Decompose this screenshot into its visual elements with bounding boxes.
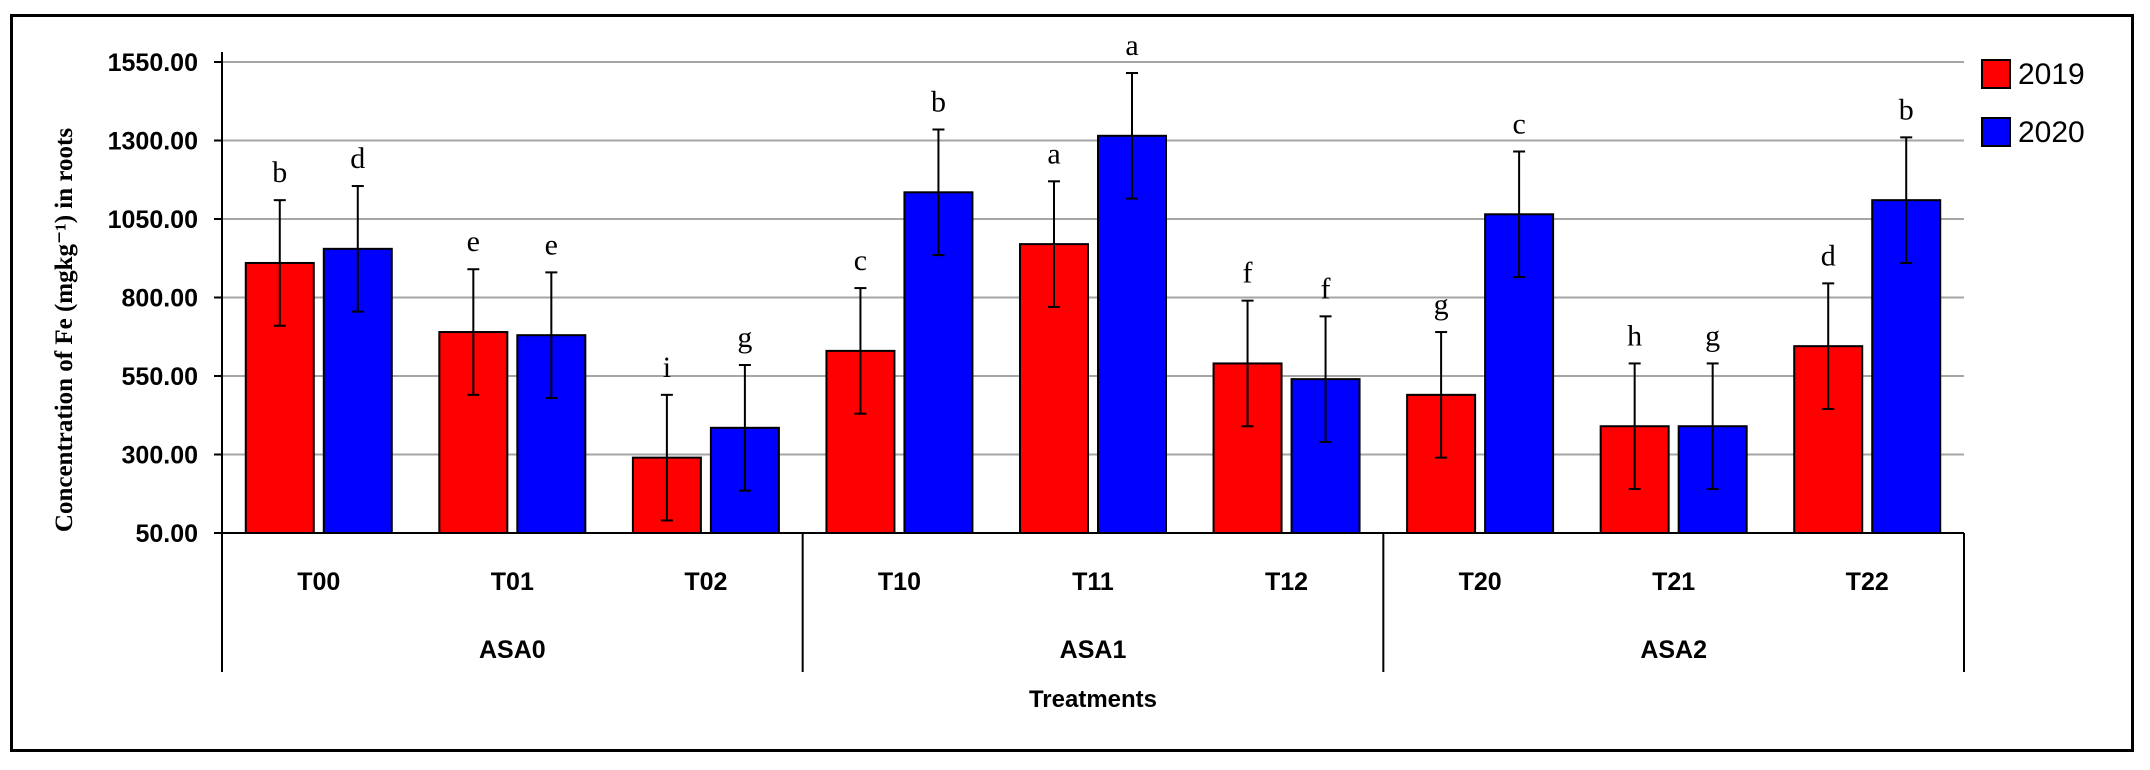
x-tick-label: T12: [1265, 568, 1308, 596]
significance-letter: f: [1243, 257, 1253, 290]
y-tick-label: 1550.00: [108, 49, 198, 77]
y-axis-label: Concentration of Fe (mgkg⁻¹) in roots: [51, 128, 78, 532]
x-tick-label: T20: [1459, 568, 1502, 596]
legend-swatch-2020: [1981, 117, 2011, 147]
significance-letter: g: [1705, 319, 1720, 352]
significance-letter: f: [1321, 272, 1331, 305]
significance-letter: g: [737, 321, 752, 354]
x-tick-label: T21: [1652, 568, 1695, 596]
significance-letter: g: [1434, 288, 1449, 321]
legend-label-2019: 2019: [2018, 58, 2085, 91]
significance-letter: e: [467, 225, 480, 258]
x-tick-label: T02: [684, 568, 727, 596]
y-tick-label: 1050.00: [108, 206, 198, 234]
group-label-ASA2: ASA2: [1640, 636, 1707, 664]
significance-letter: b: [931, 86, 946, 119]
significance-letter: a: [1047, 137, 1060, 170]
gridlines: [222, 61, 1964, 456]
legend-label-2020: 2020: [2018, 116, 2085, 149]
x-axis-label: Treatments: [1029, 686, 1157, 713]
x-tick-label: T10: [878, 568, 921, 596]
significance-letter: b: [1899, 93, 1914, 126]
legend: 2019 2020: [1981, 58, 2085, 149]
significance-letter: d: [1821, 239, 1836, 272]
significance-letter: c: [854, 244, 867, 277]
significance-letter: b: [272, 156, 287, 189]
y-tick-label: 50.00: [135, 520, 198, 548]
significance-letter: e: [545, 228, 558, 261]
bars: b d e e i g c b a a f f g c h g d b: [244, 29, 1942, 535]
x-tick-label: T01: [491, 568, 534, 596]
legend-swatch-2019: [1981, 59, 2011, 89]
significance-letter: d: [350, 142, 365, 175]
group-label-ASA1: ASA1: [1060, 636, 1127, 664]
y-tick-label: 800.00: [122, 285, 198, 313]
significance-letter: i: [663, 351, 671, 384]
x-tick-label: T11: [1072, 568, 1114, 596]
y-tick-label: 300.00: [122, 442, 198, 470]
x-tick-label: T00: [297, 568, 340, 596]
significance-letter: a: [1125, 29, 1138, 62]
y-tick-label: 1300.00: [108, 128, 198, 156]
significance-letter: c: [1512, 107, 1525, 140]
chart-frame: [10, 14, 2134, 752]
x-tick-label: T22: [1846, 568, 1889, 596]
axes: 50.00 300.00 550.00 800.00 1050.00 1300.00 155…: [108, 49, 1965, 672]
significance-letter: h: [1627, 319, 1642, 352]
bar-2020-T11: [1097, 134, 1167, 534]
group-label-ASA0: ASA0: [479, 636, 546, 664]
y-tick-label: 550.00: [122, 363, 198, 391]
